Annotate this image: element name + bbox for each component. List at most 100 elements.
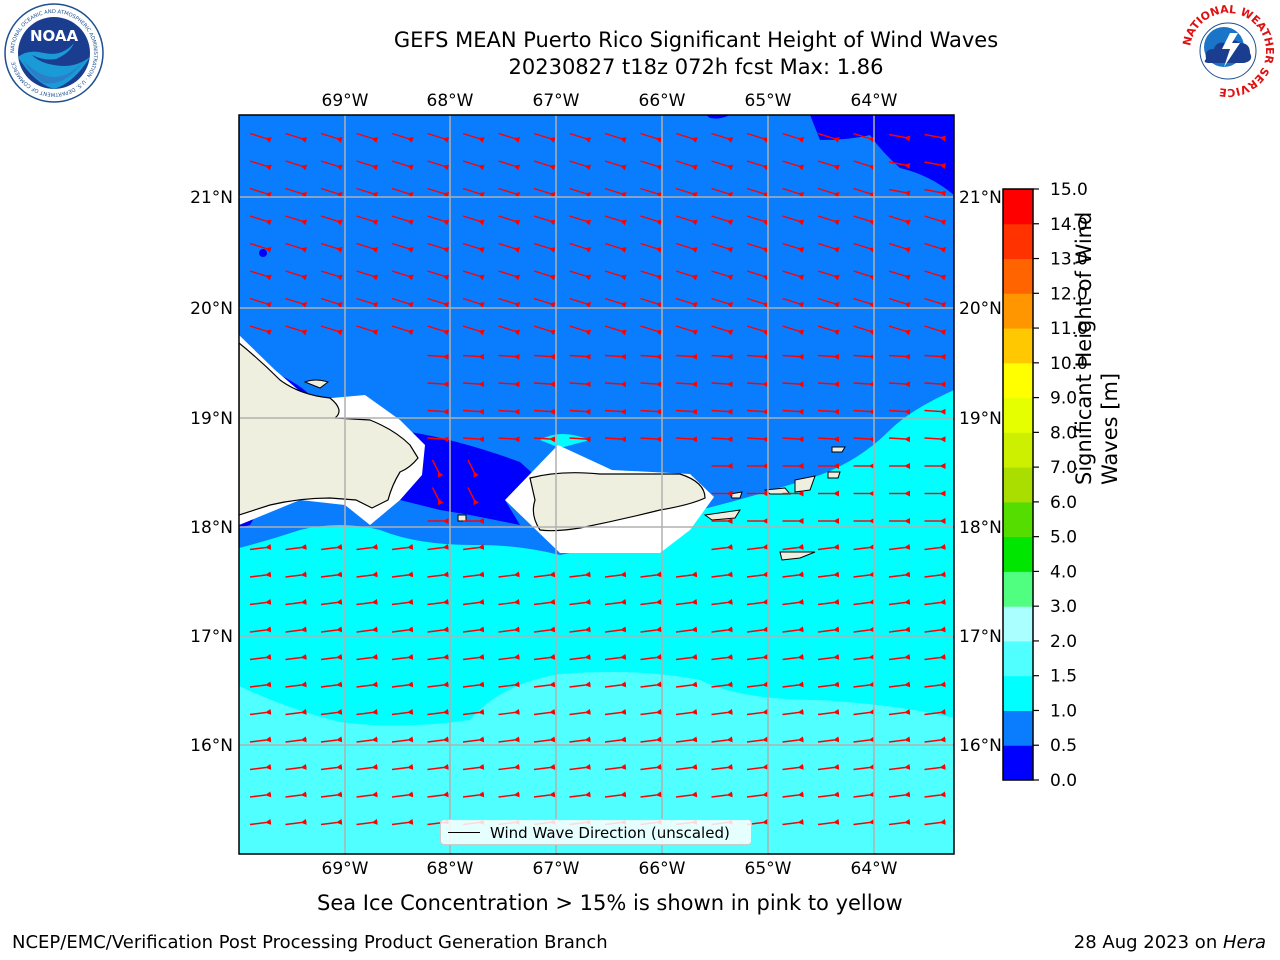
wave-direction-arrow [498,436,520,443]
wave-direction-arrow [888,571,911,578]
wave-direction-arrow [782,242,805,253]
wave-direction-arrow [853,681,875,688]
lon-label: 66°W [639,91,686,111]
wave-direction-arrow [249,818,272,826]
wave-direction-arrow [462,571,485,578]
wave-direction-arrow [746,626,769,633]
lon-label: 64°W [851,859,898,879]
colorbar-tick-label: 7.0 [1050,458,1077,478]
wave-direction-arrow [782,681,804,688]
wave-direction-arrow [782,353,804,360]
wave-direction-arrow [675,708,698,716]
wave-direction-arrow [817,160,840,171]
wave-direction-arrow [569,408,591,415]
wave-direction-arrow [391,708,414,716]
wave-direction-arrow [320,297,343,308]
wave-direction-arrow [320,571,343,578]
graticule [239,115,954,854]
wave-direction-arrow [817,381,840,388]
lat-label: 21°N [959,188,1002,208]
wave-direction-arrow [498,598,520,606]
wave-direction-arrow [249,160,272,171]
wave-direction-arrow [462,381,485,388]
wave-direction-arrow [888,353,911,360]
wave-direction-arrow [285,791,307,798]
wave-direction-arrow [427,187,450,198]
wave-direction-arrow [391,791,414,798]
wave-direction-arrow [746,187,769,198]
wave-direction-arrow [462,132,485,143]
lon-labels-top: 69°W 68°W 67°W 66°W 65°W 64°W [322,91,898,111]
wave-direction-arrow [888,818,911,826]
wave-direction-arrow [462,653,485,661]
wave-direction-arrow [498,791,520,798]
wave-direction-arrow [711,408,733,415]
wave-direction-arrow [711,681,733,688]
wave-direction-arrow [533,160,556,171]
wave-direction-arrow [427,708,449,716]
wave-direction-arrow [675,408,698,415]
wave-direction-arrow [249,325,272,336]
wave-direction-arrow [711,598,733,606]
wave-direction-arrow [604,598,627,606]
wave-direction-arrow [640,736,662,743]
wave-direction-arrow [533,708,556,716]
wave-direction-arrow [782,215,805,226]
wave-direction-arrow [782,543,804,551]
wave-direction-arrow [675,325,698,336]
wave-direction-arrow [427,353,449,360]
wave-direction-arrow [285,160,308,171]
wave-direction-arrow [853,543,875,551]
wave-direction-arrow [924,543,946,551]
wave-direction-arrow [427,598,449,606]
wave-direction-arrow [924,215,947,226]
wave-direction-arrow [249,242,272,253]
wave-direction-arrow [356,160,379,171]
colorbar-tick-label: 0.5 [1050,736,1077,756]
wave-direction-arrow [498,681,520,688]
wave-direction-arrow [604,132,627,143]
wave-direction-arrow [391,763,414,771]
wave-direction-arrow [888,381,911,388]
colorbar-segment [1003,258,1033,294]
colorbar-segment [1003,571,1033,607]
colorbar-segment [1003,328,1033,364]
wave-direction-arrow [711,270,734,281]
wave-direction-arrow [427,763,449,771]
wave-direction-arrow [711,187,734,198]
wave-direction-arrow [746,571,769,578]
wave-direction-arrow [320,543,343,551]
wave-direction-arrow [817,408,840,415]
wave-direction-arrow [498,160,521,171]
lat-labels-right: 21°N 20°N 19°N 18°N 17°N 16°N [959,188,1002,756]
wave-direction-arrow [498,215,521,226]
wave-direction-arrow [853,325,876,336]
lat-label: 20°N [959,299,1002,319]
wave-direction-arrow [356,626,378,633]
wave-direction-arrow [924,353,946,360]
generation-date: 28 Aug 2023 on Hera [1073,932,1266,953]
colorbar-tick-label: 3.0 [1050,597,1077,617]
colorbar-title: Significant Height of Wind Waves [m] [1072,211,1122,485]
wave-direction-arrow [746,297,769,308]
wave-direction-arrow [533,571,556,578]
wave-direction-arrow [356,791,378,798]
wave-direction-arrow [285,325,308,336]
wave-direction-arrow [640,187,663,198]
wave-direction-arrow [533,408,556,415]
wave-direction-arrow [391,160,414,171]
wave-direction-arrow [675,270,698,281]
wave-direction-arrow [853,763,875,771]
wave-direction-arrow [888,408,911,415]
wave-direction-arrow [320,681,343,688]
wave-direction-arrow [675,132,698,143]
wave-direction-arrow [746,598,769,606]
hispaniola-landmass [239,342,419,516]
wave-direction-arrow [817,297,840,308]
colorbar-tick-label: 9.0 [1050,389,1077,409]
wave-direction-arrow [391,242,414,253]
wave-direction-arrow [604,187,627,198]
wave-direction-arrow [782,763,804,771]
wave-direction-arrow [924,736,946,743]
chart-title: GEFS MEAN Puerto Rico Significant Height… [393,28,999,52]
